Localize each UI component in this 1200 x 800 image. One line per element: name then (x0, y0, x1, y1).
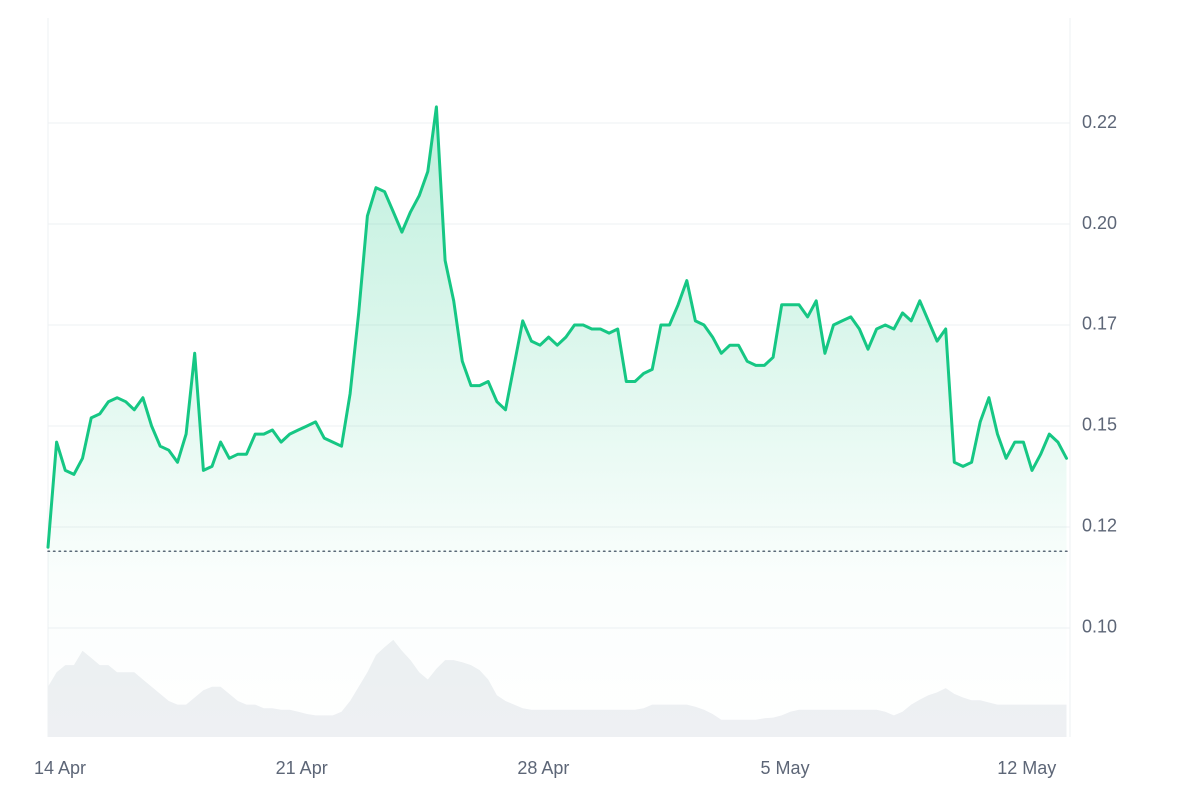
x-tick-label: 14 Apr (34, 758, 86, 778)
y-tick-label: 0.17 (1082, 314, 1117, 334)
x-tick-label: 5 May (761, 758, 810, 778)
y-tick-label: 0.12 (1082, 516, 1117, 536)
price-line (46, 105, 1068, 549)
x-tick-label: 28 Apr (517, 758, 569, 778)
y-tick-label: 0.20 (1082, 213, 1117, 233)
y-tick-label: 0.10 (1082, 617, 1117, 637)
y-tick-label: 0.15 (1082, 415, 1117, 435)
x-tick-label: 21 Apr (276, 758, 328, 778)
y-tick-label: 0.22 (1082, 112, 1117, 132)
x-tick-label: 12 May (997, 758, 1056, 778)
price-area (48, 106, 1067, 737)
